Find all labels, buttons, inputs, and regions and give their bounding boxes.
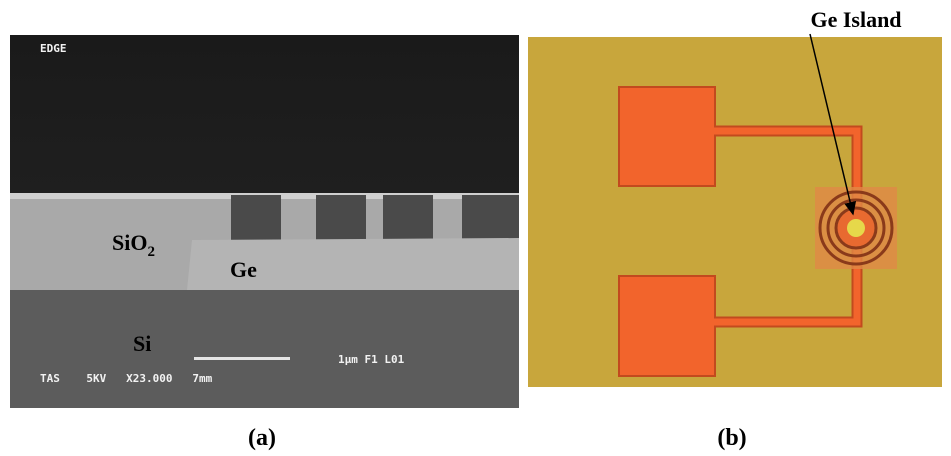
sem-label: EDGE bbox=[40, 42, 67, 55]
figure: EDGE 1µm F1 L01 TAS 5KV X23.000 7mm SiO2… bbox=[0, 0, 951, 451]
panel-label: (a) bbox=[248, 425, 276, 451]
optical-image bbox=[528, 37, 942, 387]
callout-label: Ge Island bbox=[810, 7, 901, 32]
sem-info: TAS 5KV X23.000 7mm bbox=[40, 372, 213, 385]
layer-label: Si bbox=[133, 331, 151, 356]
sem-scale: 1µm F1 L01 bbox=[338, 353, 405, 366]
layer-label-subscript: 2 bbox=[147, 244, 155, 260]
sem-image bbox=[10, 35, 519, 408]
layer-label: SiO bbox=[112, 230, 147, 255]
layer-label: Ge bbox=[230, 257, 257, 282]
panel-label: (b) bbox=[717, 425, 746, 451]
